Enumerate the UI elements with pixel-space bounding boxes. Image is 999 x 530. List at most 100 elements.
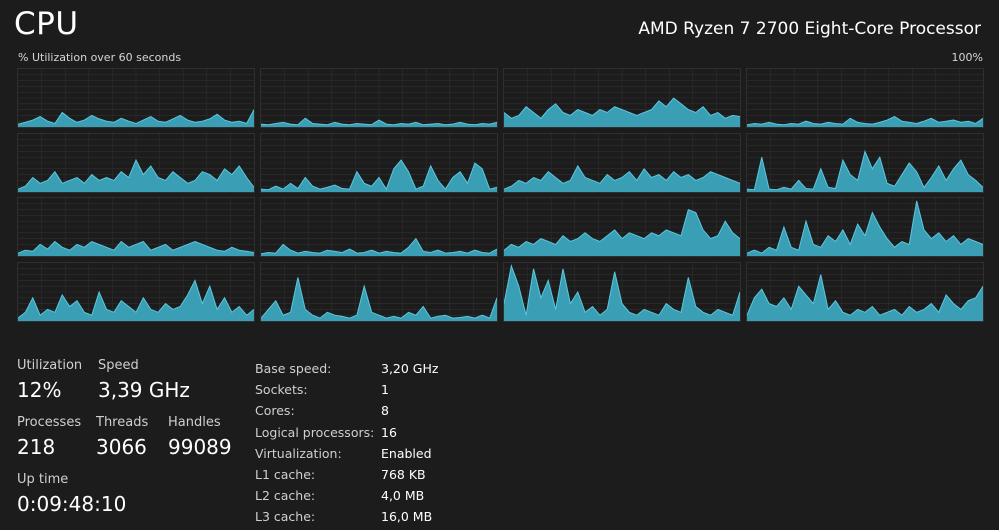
detail-value: 1 — [381, 382, 389, 398]
speed-label: Speed — [98, 358, 139, 373]
utilization-line — [504, 264, 740, 316]
detail-row-l3-cache: L3 cache: 16,0 MB — [255, 506, 495, 527]
utilization-area — [504, 98, 740, 127]
processes-label: Processes — [17, 415, 82, 430]
threads-value: 3066 — [96, 435, 147, 459]
detail-key: Logical processors: — [255, 424, 375, 440]
detail-value: 3,20 GHz — [381, 361, 439, 376]
processor-graph-6 — [503, 132, 741, 193]
processor-graph-svg — [261, 198, 497, 257]
detail-row-sockets: Sockets: 1 — [255, 379, 495, 400]
detail-value: 8 — [381, 403, 389, 419]
processor-graph-svg — [18, 198, 254, 257]
graph-caption: % Utilization over 60 seconds — [18, 51, 182, 64]
detail-key: L3 cache: — [255, 509, 316, 525]
processes-stat: Processes 218 — [17, 415, 81, 460]
threads-stat: Threads 3066 — [96, 415, 148, 460]
utilization-label: Utilization — [17, 358, 83, 373]
detail-key: Base speed: — [255, 361, 332, 376]
processor-graph-8 — [17, 197, 255, 258]
uptime-stat: Up time 0:09:48:10 — [17, 472, 126, 517]
detail-row-l1-cache: L1 cache: 768 KB — [255, 464, 495, 485]
processor-graph-10 — [503, 197, 741, 258]
utilization-area — [261, 238, 497, 257]
utilization-area — [504, 209, 740, 257]
cpu-details-table: Base speed: 3,20 GHz Sockets: 1 Cores: 8… — [255, 358, 495, 528]
processes-value: 218 — [17, 435, 56, 459]
utilization-area — [747, 151, 983, 192]
processor-graph-svg — [504, 198, 740, 257]
detail-row-base-speed: Base speed: 3,20 GHz — [255, 358, 495, 379]
detail-row-cores: Cores: 8 — [255, 400, 495, 421]
detail-row-logical-processors: Logical processors: 16 — [255, 422, 495, 443]
processor-graph-3 — [746, 68, 984, 128]
detail-value: 16 — [381, 424, 397, 440]
utilization-line — [18, 109, 254, 125]
processor-graph-svg — [18, 133, 254, 192]
utilization-value: 12% — [17, 378, 62, 402]
utilization-line — [504, 164, 740, 190]
utilization-area — [18, 159, 254, 192]
utilization-area — [747, 116, 983, 127]
utilization-area — [18, 280, 254, 322]
detail-value: 16,0 MB — [381, 509, 433, 525]
uptime-label: Up time — [17, 472, 69, 487]
processor-graph-svg — [261, 69, 497, 127]
detail-key: Sockets: — [255, 382, 308, 398]
speed-value: 3,39 GHz — [98, 378, 190, 402]
detail-key: Cores: — [255, 403, 295, 419]
utilization-line — [747, 116, 983, 126]
handles-value: 99089 — [168, 435, 232, 459]
utilization-line — [747, 149, 983, 190]
utilization-stat: Utilization 12% — [17, 358, 82, 403]
utilization-area — [504, 165, 740, 192]
uptime-value: 0:09:48:10 — [17, 492, 127, 516]
processor-graph-7 — [746, 132, 984, 193]
utilization-line — [18, 158, 254, 190]
detail-value: Enabled — [381, 445, 432, 461]
processor-graph-svg — [18, 263, 254, 322]
processor-graph-9 — [260, 197, 498, 258]
detail-value: 768 KB — [381, 466, 426, 482]
utilization-area — [18, 241, 254, 257]
logical-processor-graphs[interactable] — [17, 68, 984, 326]
utilization-line — [504, 209, 740, 251]
utilization-line — [504, 97, 740, 119]
handles-stat: Handles 99089 — [168, 415, 232, 460]
utilization-line — [747, 201, 983, 255]
threads-label: Threads — [96, 415, 149, 430]
detail-key: Virtualization: — [255, 445, 342, 461]
processor-graph-svg — [747, 263, 983, 322]
detail-key: L2 cache: — [255, 488, 316, 504]
processor-graph-svg — [504, 133, 740, 192]
processor-graph-svg — [18, 69, 254, 127]
utilization-line — [747, 274, 983, 316]
processor-graph-5 — [260, 132, 498, 193]
processor-graph-svg — [747, 69, 983, 127]
utilization-area — [261, 118, 497, 127]
page-title: CPU — [14, 6, 79, 42]
processor-graph-12 — [17, 262, 255, 323]
cpu-model-name: AMD Ryzen 7 2700 Eight-Core Processor — [638, 19, 981, 39]
detail-row-l2-cache: L2 cache: 4,0 MB — [255, 485, 495, 506]
utilization-line — [261, 117, 497, 126]
processor-graph-0 — [17, 68, 255, 128]
utilization-area — [504, 265, 740, 322]
speed-stat: Speed 3,39 GHz — [98, 358, 190, 403]
utilization-line — [18, 241, 254, 254]
detail-key: L1 cache: — [255, 466, 316, 482]
utilization-line — [261, 238, 497, 255]
processor-graph-svg — [504, 263, 740, 322]
processor-graph-13 — [260, 262, 498, 323]
processor-graph-14 — [503, 262, 741, 323]
processor-graph-2 — [503, 68, 741, 128]
utilization-area — [261, 159, 497, 192]
processor-graph-1 — [260, 68, 498, 128]
processor-graph-svg — [504, 69, 740, 127]
utilization-area — [261, 277, 497, 322]
utilization-line — [261, 158, 497, 190]
processor-graph-svg — [261, 263, 497, 322]
detail-value: 4,0 MB — [381, 488, 425, 504]
handles-label: Handles — [168, 415, 221, 430]
processor-graph-4 — [17, 132, 255, 193]
